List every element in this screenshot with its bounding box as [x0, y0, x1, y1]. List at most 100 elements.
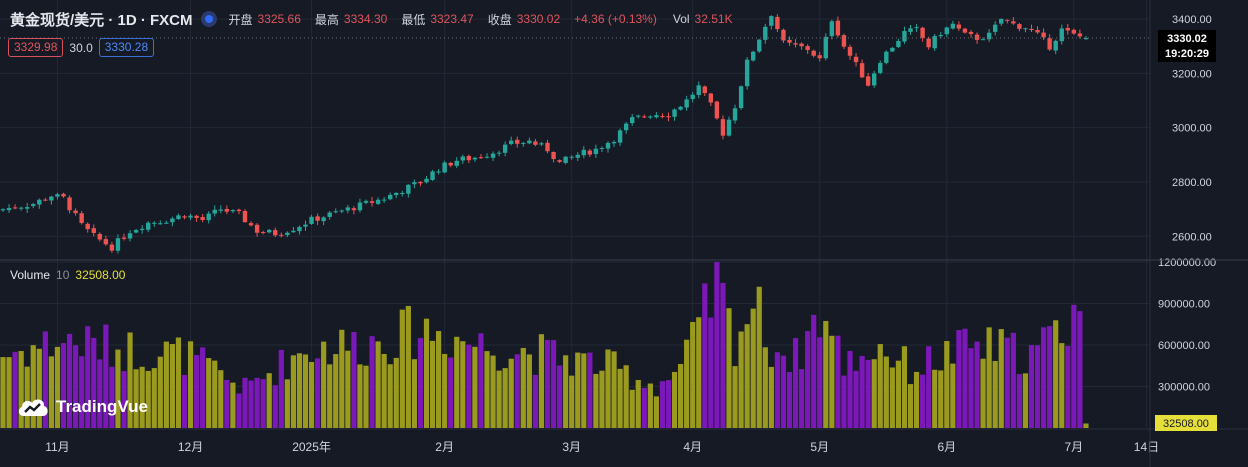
candle-body — [176, 215, 181, 220]
candle-body — [757, 39, 762, 52]
volume-bar — [60, 343, 67, 428]
close-value: 3330.02 — [516, 12, 561, 26]
candle-body — [829, 21, 835, 37]
volume-bar — [73, 345, 79, 428]
volume-bar — [308, 361, 315, 428]
volume-bar — [1077, 311, 1083, 428]
price-tick-label: 2600.00 — [1172, 231, 1212, 243]
volume-bar — [169, 343, 175, 428]
volume-bar — [696, 317, 702, 428]
volume-bar — [593, 373, 599, 428]
candle-body — [623, 123, 629, 131]
volume-bar — [823, 320, 829, 428]
candle-body — [938, 35, 943, 37]
candle-body — [545, 142, 550, 152]
candle-body — [309, 216, 314, 224]
volume-bar — [1022, 373, 1029, 428]
candle-body — [690, 94, 695, 100]
candle-body — [412, 182, 417, 185]
tradingvue-logo: TradingVue — [16, 396, 148, 418]
volume-bar — [151, 368, 157, 428]
volume-bar — [629, 389, 635, 428]
volume-bar — [284, 379, 290, 428]
volume-bar — [732, 366, 738, 428]
symbol-header: 黄金现货/美元 · 1D · FXCM 开盘 3325.66 最高 3334.3… — [10, 9, 747, 29]
candle-body — [170, 218, 175, 223]
candle-body — [418, 181, 423, 184]
volume-bar — [1053, 320, 1059, 428]
candle-body — [273, 230, 278, 236]
volume-legend-name[interactable]: Volume — [10, 268, 51, 282]
candle-body — [218, 209, 223, 211]
volume-bar — [109, 366, 115, 428]
candle-body — [363, 200, 369, 203]
last-price-tag — [1158, 30, 1216, 63]
volume-bar — [853, 370, 859, 428]
volume-bar — [490, 355, 496, 428]
candle-body — [648, 116, 653, 118]
volume-bar — [907, 384, 914, 428]
candle-body — [654, 115, 659, 118]
volume-bar — [1083, 423, 1089, 428]
volume-bar — [532, 374, 538, 428]
volume-bar — [962, 328, 968, 428]
candle-body — [73, 210, 78, 214]
candle-body — [769, 16, 774, 26]
volume-bar — [387, 364, 393, 428]
volume-bar — [938, 370, 944, 428]
volume-bar — [345, 350, 351, 428]
open-label: 开盘 — [228, 12, 253, 27]
candle-body — [79, 213, 84, 224]
last-volume-text: 32508.00 — [1163, 418, 1209, 430]
volume-bar — [242, 377, 248, 428]
change-value: +4.36 (+0.13%) — [574, 12, 657, 26]
last-volume-tag — [1155, 415, 1217, 431]
ma-fast-badge[interactable]: 3329.98 — [8, 38, 64, 57]
candle-body — [1047, 38, 1052, 50]
volume-bar — [236, 393, 242, 428]
candle-body — [115, 238, 121, 251]
candle-body — [375, 199, 381, 204]
time-tick-label: 2月 — [435, 440, 454, 454]
candle-body — [799, 43, 804, 47]
candle-body — [660, 116, 665, 118]
candle-body — [1041, 32, 1046, 38]
candle-body — [1083, 38, 1089, 40]
candle-body — [763, 26, 768, 40]
candle-body — [297, 226, 302, 232]
volume-bar — [224, 379, 230, 428]
candle-body — [908, 28, 913, 32]
volume-bar — [85, 326, 91, 428]
volume-bar — [617, 368, 623, 428]
ma-legend: 3329.98 30.0 3330.28 — [8, 38, 155, 57]
volume-bar — [502, 368, 508, 428]
volume-bar — [508, 358, 514, 428]
volume-bar — [0, 357, 6, 428]
candle-body — [521, 142, 526, 144]
volume-bar — [97, 359, 103, 428]
candle-body — [0, 209, 6, 211]
candle-body — [890, 47, 895, 52]
candle-body — [581, 149, 586, 156]
candle-body — [841, 35, 847, 47]
volume-bar — [587, 352, 593, 428]
ma-slow-badge[interactable]: 3330.28 — [98, 38, 155, 57]
time-tick-label: 4月 — [683, 440, 702, 454]
candle-body — [1071, 29, 1077, 34]
candle-body — [569, 156, 574, 158]
volume-bar — [212, 360, 218, 428]
candle-body — [43, 199, 48, 201]
volume-bar — [442, 353, 448, 428]
volume-bar — [889, 367, 895, 428]
candle-body — [1059, 28, 1064, 42]
volume-bar — [986, 327, 992, 428]
symbol-title[interactable]: 黄金现货/美元 · 1D · FXCM — [10, 11, 193, 29]
volume-bar — [968, 348, 974, 428]
candle-body — [817, 55, 822, 59]
volume-bar — [133, 369, 139, 428]
candle-body — [448, 162, 453, 166]
volume-bar — [780, 355, 787, 428]
candle-body — [91, 228, 96, 233]
